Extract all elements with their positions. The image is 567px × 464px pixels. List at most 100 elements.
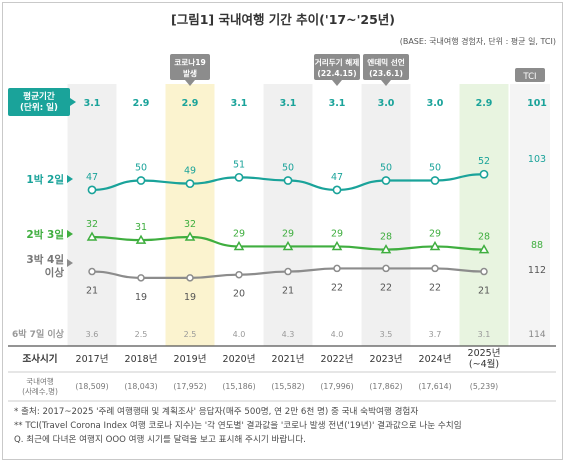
annotation-box-1: [314, 54, 360, 80]
series-2-label-8: 21: [478, 286, 490, 297]
footer-source: * 출처: 2017~2025 '주례 여행행태 및 계획조사' 응답자(매주 …: [14, 407, 419, 417]
avg-value-5: 3.1: [329, 98, 346, 109]
sample-row-name-0: 국내여행: [26, 376, 54, 386]
footer-tci-note: ** TCI(Travel Corona Index 여행 코로나 지수)는 '…: [14, 421, 462, 431]
category-label-7-0: 2024년: [419, 354, 452, 365]
series-1-point-8: [478, 244, 490, 254]
series-0-name-pointer: [67, 175, 73, 183]
avg-value-3: 3.1: [231, 98, 248, 109]
series-2-point-4: [284, 267, 292, 276]
series-2-point-8: [480, 267, 488, 276]
sample-row-value-5: (17,996): [320, 382, 353, 391]
series-0-label-0: 47: [86, 172, 98, 183]
series-1-label-0: 32: [86, 219, 98, 230]
series-2-name-pointer: [67, 259, 73, 267]
figure-frame: [2, 2, 563, 460]
sample-row-value-8: (5,239): [470, 382, 498, 391]
avg-label-box: [8, 88, 70, 116]
series-1-point-4: [282, 240, 294, 251]
series-2-point-1: [137, 274, 145, 282]
category-label-2-0: 2019년: [174, 354, 207, 365]
sample-row-value-6: (17,862): [369, 382, 402, 391]
series-1-label-3: 29: [233, 228, 245, 239]
avg-label-0: 평균기간: [23, 90, 55, 102]
category-label-1-0: 2018년: [125, 354, 158, 365]
category-label-3-0: 2020년: [223, 354, 256, 365]
series-2-label-0: 21: [86, 286, 98, 297]
column-shade-4: [263, 84, 313, 346]
series-2-tci: 112: [528, 265, 546, 276]
extra-row-value-7: 3.7: [429, 330, 442, 339]
series-0-point-7: [430, 176, 440, 185]
category-label-5-0: 2022년: [321, 354, 354, 365]
series-1-point-1: [135, 234, 147, 244]
series-0-point-2: [185, 179, 195, 189]
series-1-label-1: 31: [135, 222, 147, 233]
annotation-pointer-0: [185, 80, 195, 86]
sample-row-value-1: (18,043): [124, 382, 157, 391]
annotation-pointer-2: [381, 80, 391, 86]
footer-question: Q. 최근에 다녀온 여행지 OOO 여행 시기를 달력을 보고 표시해 주시기…: [14, 435, 306, 445]
series-0-label-1: 50: [135, 163, 147, 174]
chart-title: [그림1] 국내여행 기간 추이('17~'25년): [171, 12, 395, 27]
series-2-label-5: 22: [331, 282, 343, 293]
series-2-point-2: [186, 274, 194, 282]
category-label-8-0: 2025년: [468, 348, 501, 359]
series-2-label-6: 22: [380, 282, 392, 293]
annotation-text-1-1: (22.4.15): [317, 69, 356, 78]
extra-row-name: 6박 7일 이상: [12, 328, 65, 340]
annotation-box-2: [363, 54, 409, 80]
avg-value-8: 2.9: [476, 98, 493, 109]
sample-row-value-3: (15,186): [222, 382, 255, 391]
series-2-label-7: 22: [429, 282, 441, 293]
series-2-name-0: 3박 4일: [26, 253, 64, 266]
series-1-label-5: 29: [331, 228, 343, 239]
series-2-point-7: [431, 264, 439, 273]
avg-value-7: 3.0: [427, 98, 444, 109]
sample-row-name-1: (사례수,명): [22, 386, 58, 396]
series-1-label-2: 32: [184, 219, 196, 230]
series-1-point-0: [86, 231, 98, 241]
series-0-point-1: [136, 176, 146, 185]
series-1-label-7: 29: [429, 228, 441, 239]
column-shade-2: [165, 84, 215, 346]
annotation-text-0-0: 코로나19: [174, 57, 206, 67]
category-label-8-1: (~4월): [469, 358, 499, 370]
series-2-point-5: [333, 264, 341, 273]
avg-value-4: 3.1: [280, 98, 297, 109]
avg-value-6: 3.0: [378, 98, 395, 109]
sample-row-value-2: (17,952): [173, 382, 206, 391]
extra-row-value-6: 3.5: [380, 330, 393, 339]
series-2-point-6: [382, 264, 390, 273]
column-shade-6: [361, 84, 411, 346]
series-2-name-1: 이상: [45, 266, 65, 279]
extra-row-value-0: 3.6: [86, 330, 99, 339]
chart-subtitle: (BASE: 국내여행 경험자, 단위 : 평균 일, TCI): [400, 36, 556, 46]
series-0-point-0: [87, 185, 97, 195]
tci-header: TCI: [522, 72, 536, 82]
extra-row-value-8: 3.1: [478, 330, 491, 339]
series-0-label-8: 52: [478, 156, 490, 167]
series-1-name-pointer: [67, 230, 73, 238]
category-label-0-0: 2017년: [76, 354, 109, 365]
sample-row-value-4: (15,582): [271, 382, 304, 391]
extra-row-tci: 114: [528, 330, 545, 340]
avg-label-pointer: [70, 98, 76, 106]
series-1-point-5: [331, 240, 343, 251]
avg-value-1: 2.9: [133, 98, 150, 109]
series-1-name-0: 2박 3일: [26, 228, 64, 241]
tci-column-shade: [510, 84, 550, 346]
extra-row-value-4: 4.3: [282, 330, 295, 339]
series-2-label-4: 21: [282, 286, 294, 297]
series-2-label-1: 19: [135, 292, 147, 303]
column-shade-8: [459, 84, 509, 346]
series-0-label-5: 47: [331, 172, 343, 183]
category-label-4-0: 2021년: [272, 354, 305, 365]
series-0-point-5: [332, 185, 342, 195]
extra-row-value-1: 2.5: [135, 330, 148, 339]
category-label-6-0: 2023년: [370, 354, 403, 365]
extra-row-value-2: 2.5: [184, 330, 197, 339]
annotation-text-1-0: 거리두기 해제: [315, 57, 360, 67]
series-0-label-2: 49: [184, 166, 196, 177]
avg-value-0: 3.1: [84, 98, 101, 109]
